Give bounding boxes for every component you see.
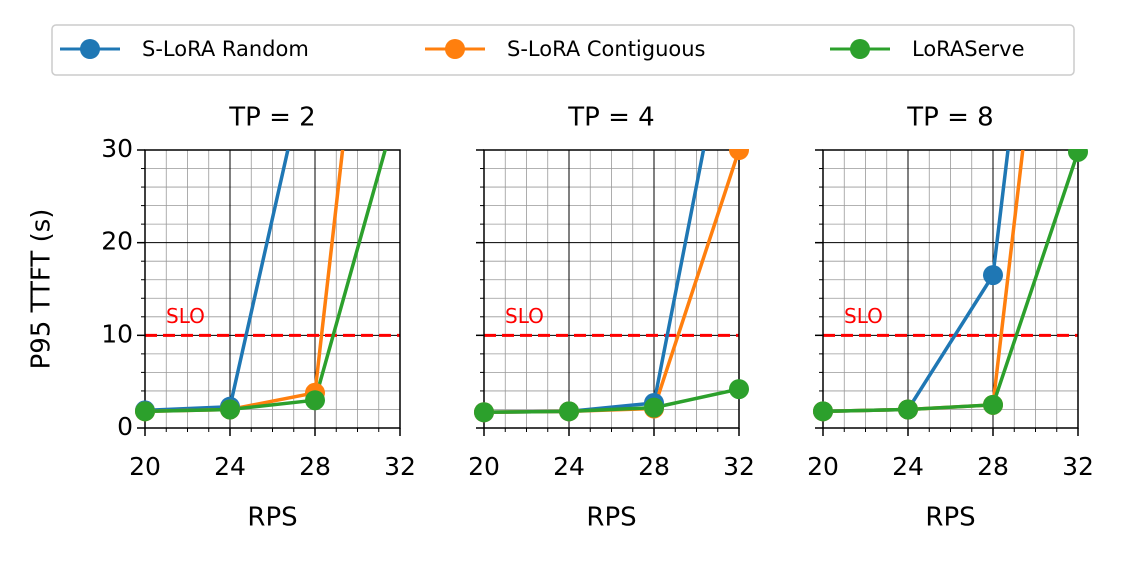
panel-title: TP = 2 [228, 103, 315, 133]
data-point [898, 399, 918, 420]
y-tick-label: 20 [101, 227, 133, 256]
series-line [823, 151, 1078, 414]
series-group [484, 150, 739, 414]
x-tick-label: 28 [299, 452, 331, 481]
data-point [135, 401, 155, 422]
data-point [390, 87, 410, 107]
marker-group [474, 149, 749, 423]
data-point [220, 399, 240, 420]
panel-title: TP = 8 [906, 103, 993, 133]
x-tick-label: 28 [977, 452, 1009, 481]
data-point [729, 379, 749, 400]
x-tick-label: 32 [723, 452, 755, 481]
x-axis-label: RPS [925, 503, 975, 533]
y-tick-label: 0 [117, 412, 133, 441]
x-axis-label: RPS [586, 503, 636, 533]
marker-group [135, 87, 410, 422]
plot-frame [483, 149, 740, 429]
data-point [983, 265, 1003, 286]
slo-label: SLO [844, 304, 883, 328]
x-tick-label: 24 [214, 452, 246, 481]
legend-marker [80, 39, 100, 59]
data-point [474, 402, 494, 423]
legend-label: S-LoRA Contiguous [507, 37, 706, 61]
data-point [305, 390, 325, 411]
data-point [983, 394, 1003, 415]
y-tick-label: 10 [101, 319, 133, 348]
data-point [644, 397, 664, 418]
panel-title: TP = 4 [567, 103, 654, 133]
x-tick-label: 32 [1062, 452, 1094, 481]
x-axis-label: RPS [247, 503, 297, 533]
x-tick-label: 32 [384, 452, 416, 481]
x-tick-label: 24 [892, 452, 924, 481]
legend-label: LoRAServe [912, 37, 1025, 61]
legend-label: S-LoRA Random [142, 37, 309, 61]
plot-frame [144, 149, 401, 429]
data-point [559, 401, 579, 422]
legend-marker [445, 39, 465, 59]
series-line [145, 150, 388, 414]
y-tick-label: 30 [101, 134, 133, 163]
x-tick-label: 24 [553, 452, 585, 481]
plot-frame [822, 149, 1079, 429]
x-tick-label: 20 [129, 452, 161, 481]
marker-group [813, 149, 1088, 422]
series-group [823, 150, 1078, 414]
legend-marker [850, 39, 870, 59]
slo-label: SLO [166, 304, 205, 328]
x-tick-label: 20 [807, 452, 839, 481]
y-axis-label: P95 TTFT (s) [27, 209, 57, 370]
x-tick-label: 28 [638, 452, 670, 481]
data-point [729, 149, 749, 160]
data-point [813, 401, 833, 422]
series-line [484, 387, 739, 414]
x-tick-label: 20 [468, 452, 500, 481]
data-point [1068, 149, 1088, 162]
legend-box [51, 24, 1075, 76]
slo-label: SLO [505, 304, 544, 328]
